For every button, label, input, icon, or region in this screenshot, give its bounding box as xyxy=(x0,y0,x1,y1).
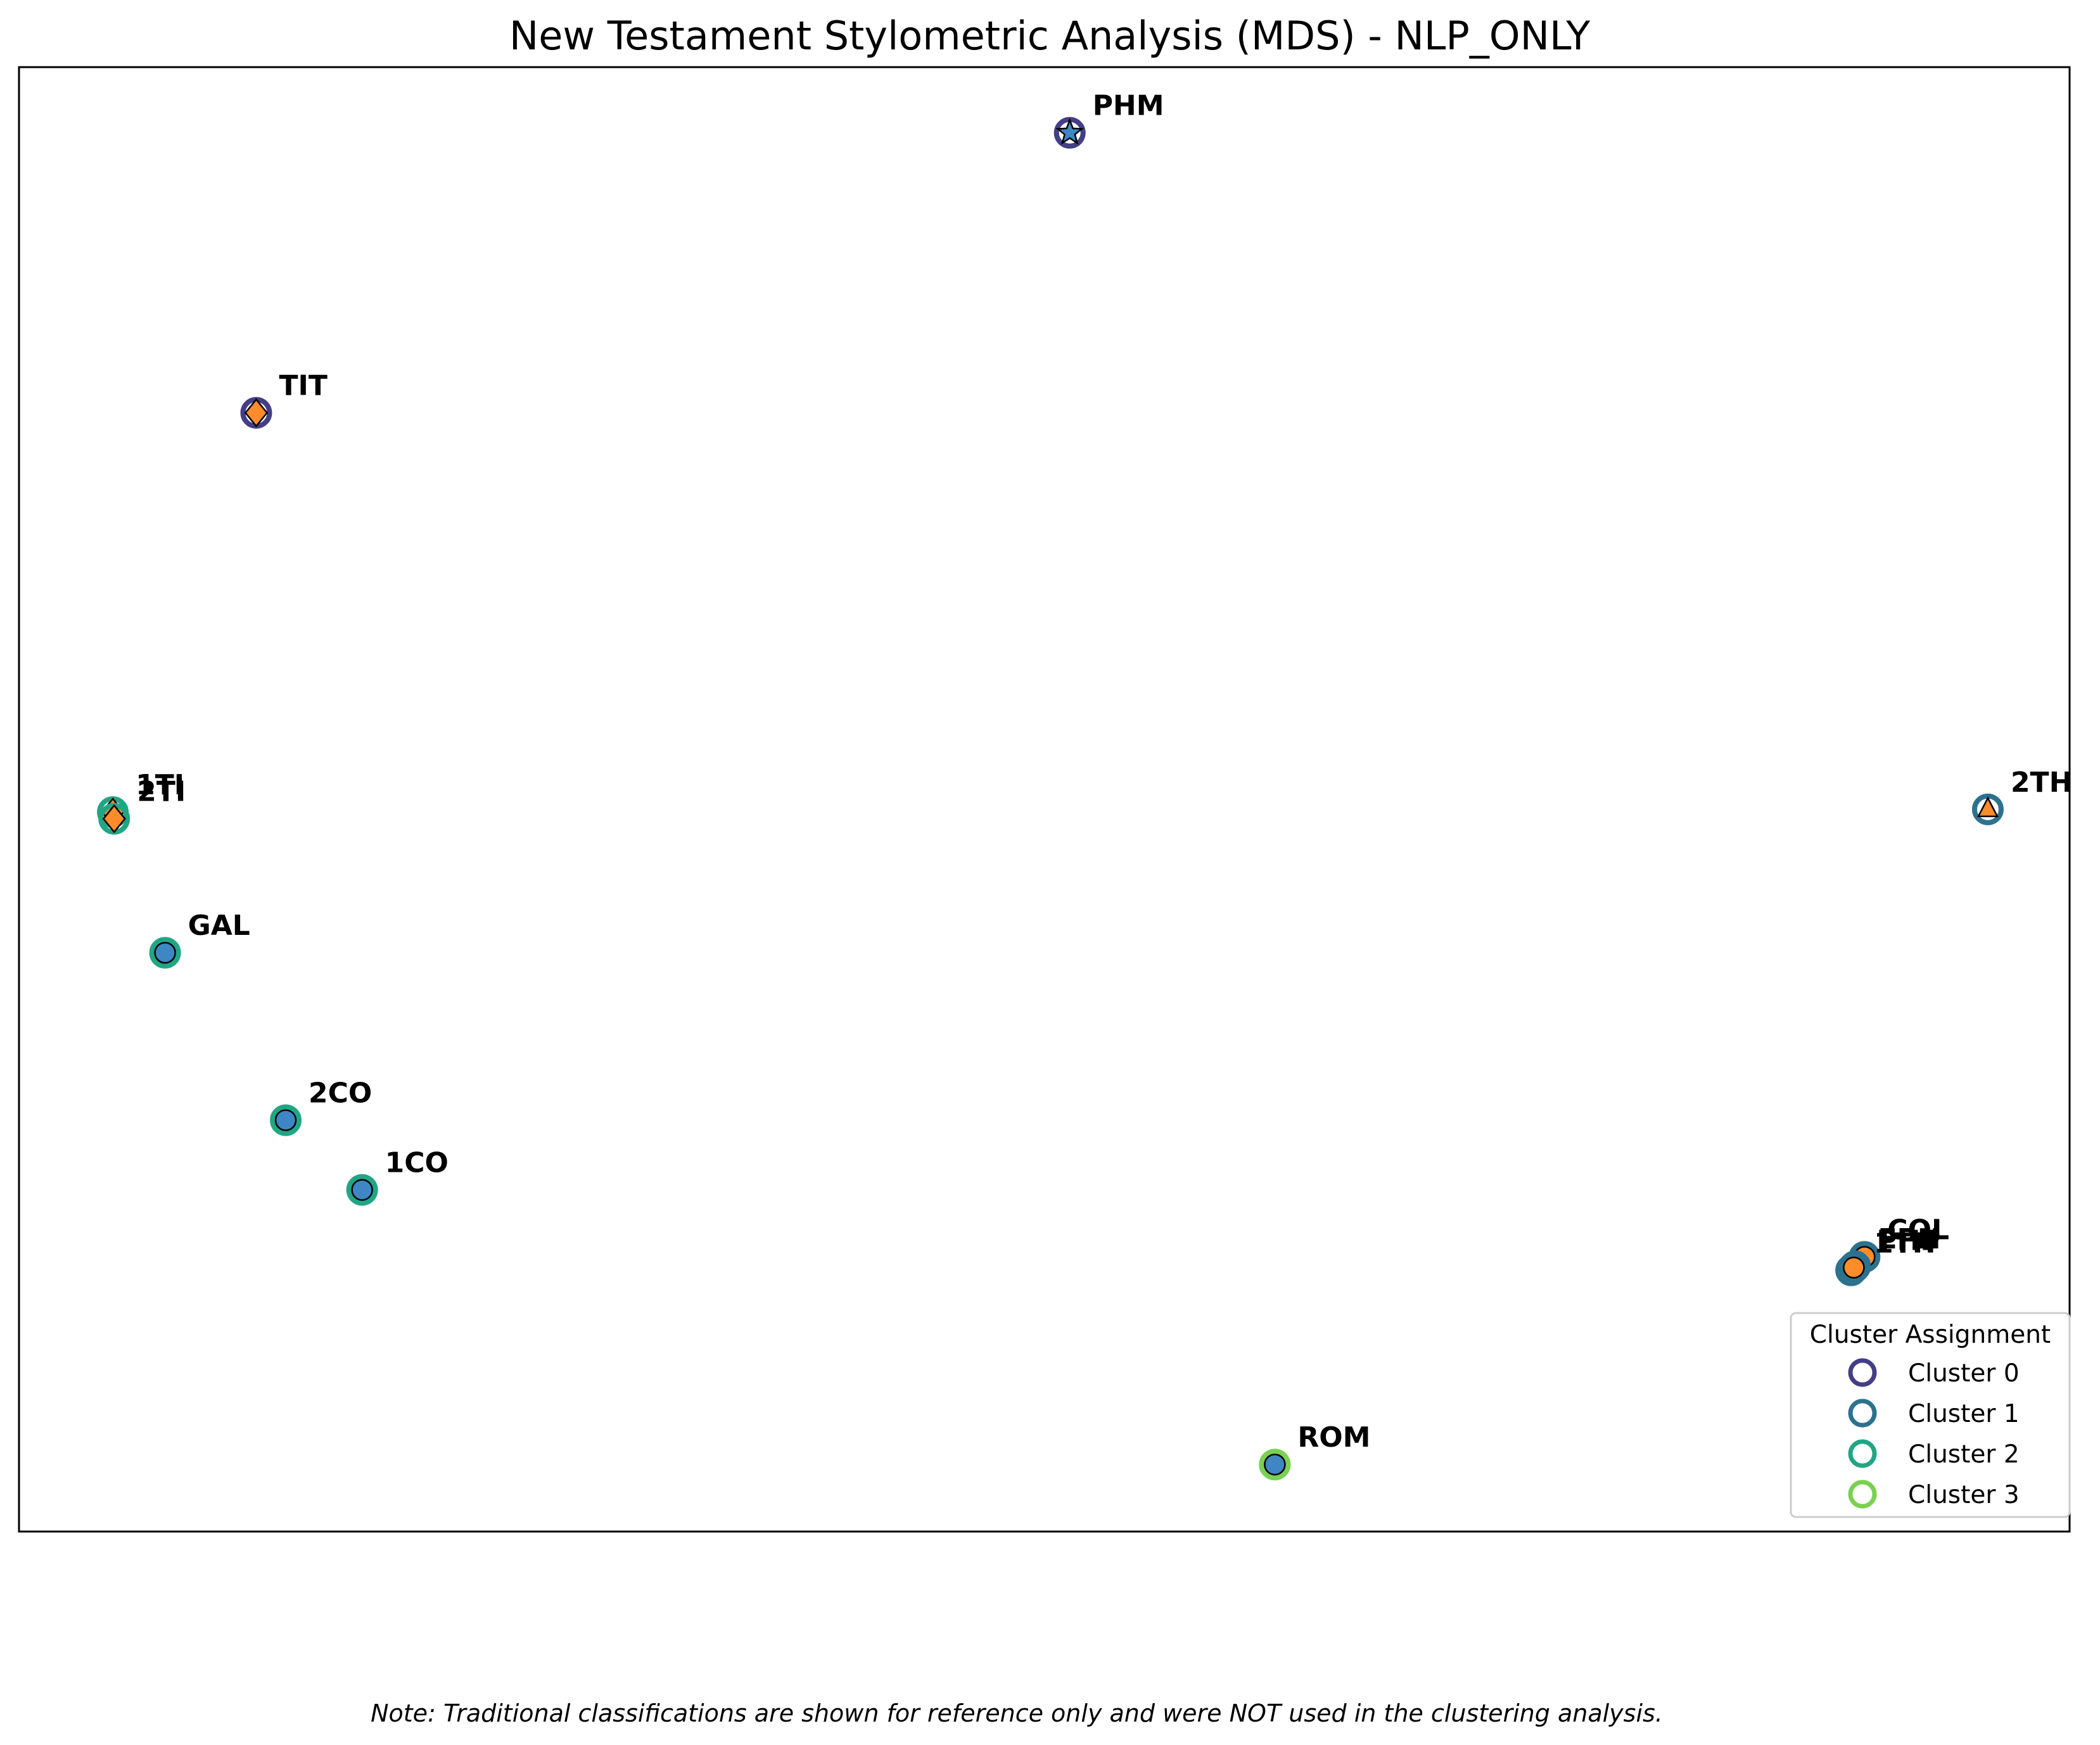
cluster-ring-2th xyxy=(1971,793,2004,825)
data-point-2ti xyxy=(98,803,130,835)
point-label-eph: EPH xyxy=(1878,1223,1940,1255)
point-label-col: COL xyxy=(1887,1214,1949,1246)
point-label-2th: 2TH xyxy=(2011,766,2072,799)
cluster-ring-1co xyxy=(346,1174,378,1206)
point-label-phm: PHM xyxy=(1093,90,1164,122)
marker-2co xyxy=(274,1109,297,1131)
marker-phm xyxy=(1055,118,1085,145)
plot-frame xyxy=(18,66,2071,1533)
point-label-gal: GAL xyxy=(188,910,250,942)
footnote: Note: Traditional classifications are sh… xyxy=(371,1699,1663,1727)
legend-label-cluster-3: Cluster 3 xyxy=(1908,1481,2020,1509)
point-label-tit: TIT xyxy=(279,370,327,402)
legend-label-cluster-1: Cluster 1 xyxy=(1908,1400,2020,1428)
point-label-rom: ROM xyxy=(1297,1421,1370,1454)
legend-title: Cluster Assignment xyxy=(1810,1321,2051,1349)
marker-2th xyxy=(1976,796,1999,818)
point-label-php: PHP xyxy=(1876,1224,1940,1257)
legend-marker-cluster-3 xyxy=(1848,1480,1877,1509)
legend-entries: Cluster 0 Cluster 1 Cluster 2 Cluster 3 xyxy=(1848,1358,2020,1509)
data-point-2co xyxy=(270,1104,302,1136)
chart-title: New Testament Stylometric Analysis (MDS)… xyxy=(509,13,1590,59)
data-point-phm xyxy=(1053,117,1086,149)
marker-tit xyxy=(244,398,269,428)
legend-marker-cluster-1 xyxy=(1848,1399,1877,1428)
data-point-1co xyxy=(346,1174,378,1206)
data-point-gal xyxy=(149,937,181,969)
point-label-1th: 1TH xyxy=(1874,1228,1935,1260)
point-label-2ti: 2TI xyxy=(137,776,186,808)
data-point-2th xyxy=(1971,793,2004,825)
marker-php xyxy=(1843,1257,1865,1279)
legend-marker-cluster-2 xyxy=(1848,1439,1877,1468)
point-label-1ti: 1TI xyxy=(136,769,184,801)
cluster-ring-2co xyxy=(270,1104,302,1136)
data-point-php xyxy=(1838,1252,1870,1284)
points-layer xyxy=(97,117,2004,1481)
point-label-2co: 2CO xyxy=(309,1077,372,1110)
legend-marker-cluster-0 xyxy=(1848,1358,1877,1387)
cluster-ring-php xyxy=(1838,1252,1870,1284)
marker-gal xyxy=(154,941,176,964)
point-label-1co: 1CO xyxy=(385,1147,449,1179)
cluster-ring-rom xyxy=(1259,1449,1291,1481)
legend-label-cluster-0: Cluster 0 xyxy=(1908,1359,2020,1388)
marker-rom xyxy=(1264,1453,1286,1476)
marker-1co xyxy=(351,1179,373,1201)
data-point-rom xyxy=(1259,1449,1291,1481)
data-point-tit xyxy=(240,397,272,429)
marker-2ti xyxy=(102,804,126,834)
legend-label-cluster-2: Cluster 2 xyxy=(1908,1440,2020,1469)
cluster-ring-gal xyxy=(149,937,181,969)
